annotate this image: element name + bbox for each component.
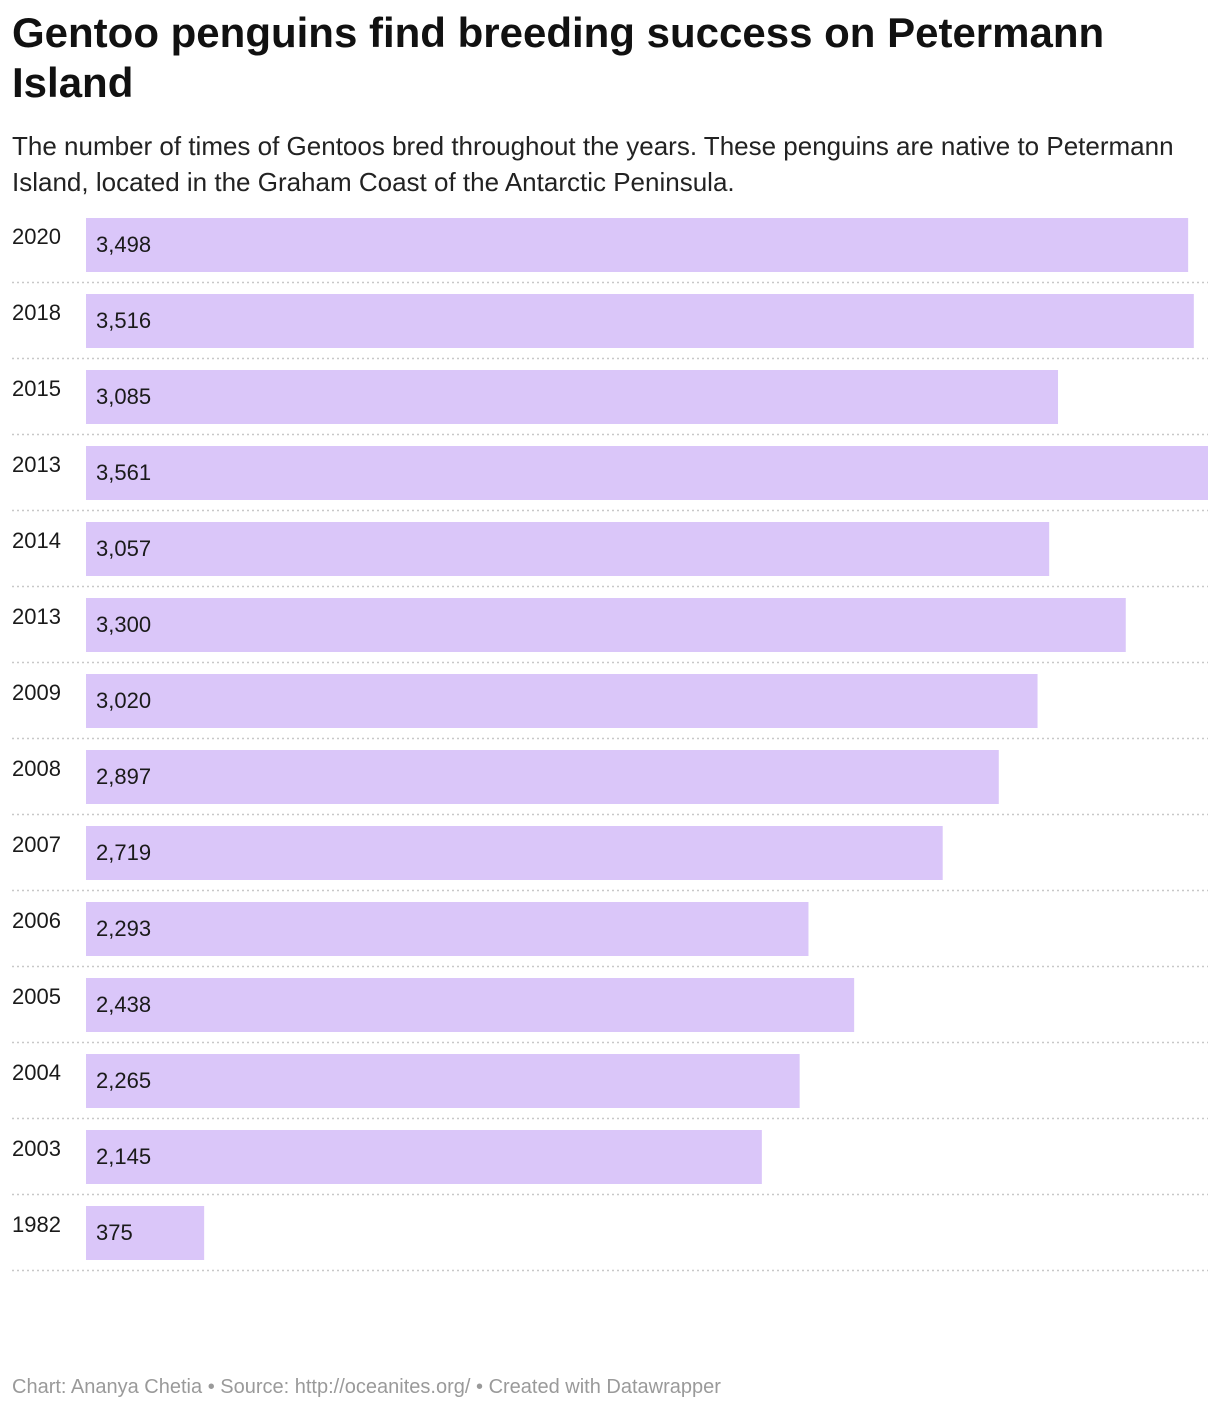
bar-row: 2007 2,719	[12, 826, 1208, 892]
category-label: 2020	[12, 224, 61, 249]
footer-separator: •	[207, 1376, 215, 1398]
bar-row: 2015 3,085	[12, 370, 1208, 436]
bar-row: 2018 3,516	[12, 294, 1208, 360]
value-label: 3,300	[96, 612, 151, 637]
bar-row: 1982 375	[12, 1206, 1208, 1272]
bar	[86, 902, 809, 956]
bar	[86, 294, 1194, 348]
value-label: 3,085	[96, 384, 151, 409]
bar-row: 2009 3,020	[12, 674, 1208, 740]
category-label: 2003	[12, 1136, 61, 1161]
value-label: 375	[96, 1220, 133, 1245]
category-label: 2007	[12, 832, 61, 857]
bar	[86, 826, 943, 880]
value-label: 2,719	[96, 840, 151, 865]
footer-source: Source: http://oceanites.org/	[220, 1376, 471, 1398]
chart-subtitle: The number of times of Gentoos bred thro…	[12, 131, 1174, 197]
chart-footer: Chart: Ananya Chetia • Source: http://oc…	[12, 1376, 721, 1399]
bar-row: 2013 3,561	[12, 446, 1208, 512]
chart-title: Gentoo penguins find breeding success on…	[12, 9, 1105, 106]
category-label: 2005	[12, 984, 61, 1009]
value-label: 2,293	[96, 916, 151, 941]
category-label: 2014	[12, 528, 61, 553]
value-label: 2,145	[96, 1144, 151, 1169]
bar	[86, 978, 855, 1032]
category-label: 2013	[12, 604, 61, 629]
category-label: 2015	[12, 376, 61, 401]
category-label: 2004	[12, 1060, 61, 1085]
bar-row: 2014 3,057	[12, 522, 1208, 588]
bar	[86, 218, 1189, 272]
category-label: 1982	[12, 1212, 61, 1237]
footer-author: Chart: Ananya Chetia	[12, 1376, 203, 1398]
bar-chart: 2020 3,498 2018 3,516 2015 3,085 2013 3,561 2014…	[12, 218, 1208, 1272]
value-label: 3,057	[96, 536, 151, 561]
value-label: 3,561	[96, 460, 151, 485]
bar	[86, 1054, 800, 1108]
bar	[86, 598, 1126, 652]
value-label: 2,265	[96, 1068, 151, 1093]
value-label: 3,498	[96, 232, 151, 257]
value-label: 2,897	[96, 764, 151, 789]
bar	[86, 1130, 762, 1184]
value-label: 2,438	[96, 992, 151, 1017]
footer-separator: •	[475, 1376, 483, 1398]
bar-row: 2005 2,438	[12, 978, 1208, 1044]
bar	[86, 370, 1059, 424]
value-label: 3,020	[96, 688, 151, 713]
bar-row: 2006 2,293	[12, 902, 1208, 968]
bar-row: 2003 2,145	[12, 1130, 1208, 1196]
bar-row: 2013 3,300	[12, 598, 1208, 664]
bar-row: 2008 2,897	[12, 750, 1208, 816]
bar	[86, 674, 1038, 728]
value-label: 3,516	[96, 308, 151, 333]
category-label: 2006	[12, 908, 61, 933]
bar-row: 2020 3,498	[12, 218, 1208, 284]
bar	[86, 750, 999, 804]
bar	[86, 522, 1050, 576]
category-label: 2013	[12, 452, 61, 477]
footer-created-with: Created with Datawrapper	[488, 1376, 721, 1398]
bar	[86, 1206, 205, 1260]
bar	[86, 446, 1208, 500]
category-label: 2009	[12, 680, 61, 705]
category-label: 2008	[12, 756, 61, 781]
bar-row: 2004 2,265	[12, 1054, 1208, 1120]
category-label: 2018	[12, 300, 61, 325]
